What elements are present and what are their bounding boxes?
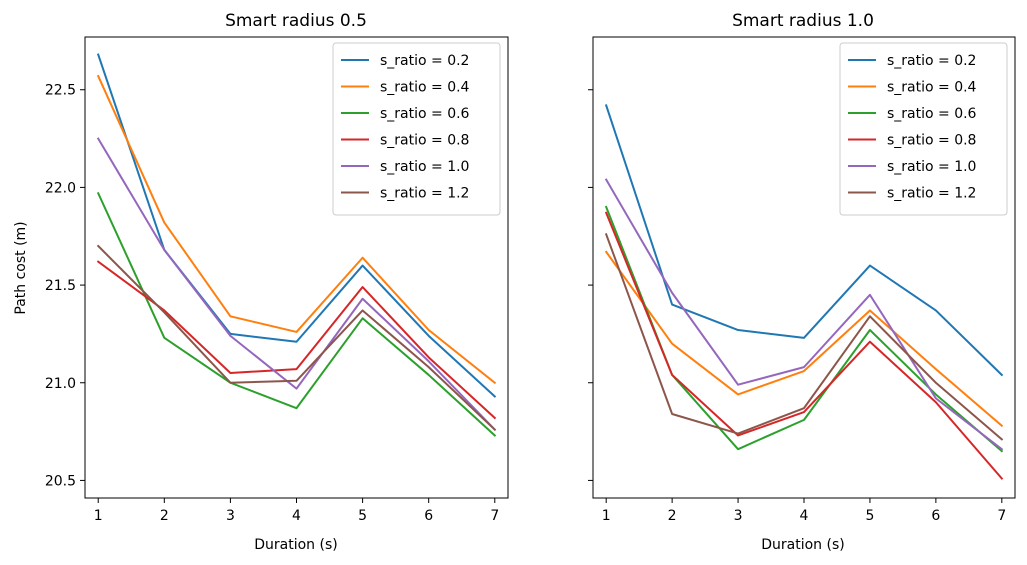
right-x-tick-label-1: 2	[668, 508, 677, 524]
left-legend-label-0: s_ratio = 0.2	[380, 53, 469, 69]
subplot-right: Smart radius 1.0 Duration (s) 1 2 3 4 5 6 7 s_r…	[588, 11, 1016, 553]
subplot-right-plot-area: 1 2 3 4 5 6 7 s_ratio = 0.2 s_ratio = 0.4 s_ratio…	[588, 36, 1016, 524]
right-x-tick-label-2: 3	[734, 508, 743, 524]
right-legend-label-4: s_ratio = 1.0	[887, 159, 976, 175]
right-x-tick-label-0: 1	[602, 508, 611, 524]
right-legend-box	[839, 42, 1008, 216]
left-y-tick-label-4: 22.5	[45, 83, 76, 99]
subplot-right-x-axis-label: Duration (s)	[761, 537, 844, 553]
left-series-line-4	[96, 137, 497, 432]
left-y-tick-label-3: 22.0	[45, 180, 76, 196]
left-series-line-3	[96, 260, 497, 420]
right-legend-label-0: s_ratio = 0.2	[887, 53, 976, 69]
left-x-tick-label-4: 5	[358, 508, 367, 524]
subplot-left-plot-area: 1 2 3 4 5 6 7 20.5 21.0 21.5 22.0 22.5 s_ratio = 0.2…	[45, 36, 509, 524]
left-y-tick-label-1: 21.0	[45, 376, 76, 392]
left-legend-label-5: s_ratio = 1.2	[380, 186, 469, 202]
left-series-line-5	[96, 244, 497, 432]
subplot-left: Smart radius 0.5 Duration (s) Path cost …	[13, 11, 509, 553]
right-x-tick-label-5: 6	[931, 508, 940, 524]
right-legend-label-2: s_ratio = 0.6	[887, 106, 977, 122]
subplot-left-title: Smart radius 0.5	[225, 11, 367, 31]
left-series-line-1	[96, 74, 497, 385]
subplot-left-y-axis-label: Path cost (m)	[13, 221, 29, 314]
right-legend-label-1: s_ratio = 0.4	[887, 80, 977, 96]
right-legend-label-5: s_ratio = 1.2	[887, 186, 976, 202]
left-legend-label-3: s_ratio = 0.8	[380, 133, 469, 149]
right-x-tick-label-4: 5	[865, 508, 874, 524]
right-legend-label-3: s_ratio = 0.8	[887, 133, 976, 149]
right-series-line-4	[604, 178, 1004, 451]
left-legend-label-1: s_ratio = 0.4	[380, 80, 470, 96]
left-x-tick-label-3: 4	[292, 508, 301, 524]
right-series-line-3	[604, 211, 1004, 480]
right-series-line-0	[604, 104, 1004, 377]
left-legend-label-2: s_ratio = 0.6	[380, 106, 470, 122]
left-x-tick-label-1: 2	[160, 508, 169, 524]
left-legend-label-4: s_ratio = 1.0	[380, 159, 469, 175]
left-y-tick-label-2: 21.5	[45, 278, 76, 294]
subplot-right-title: Smart radius 1.0	[732, 11, 874, 31]
left-legend-box	[332, 42, 501, 216]
subplot-left-x-axis-label: Duration (s)	[254, 537, 337, 553]
left-x-tick-label-5: 6	[424, 508, 433, 524]
left-x-tick-label-6: 7	[490, 508, 499, 524]
right-x-tick-label-6: 7	[997, 508, 1006, 524]
left-x-tick-label-0: 1	[94, 508, 103, 524]
right-series-line-5	[604, 233, 1004, 441]
left-series-line-2	[96, 191, 497, 437]
right-x-tick-label-3: 4	[800, 508, 809, 524]
right-series-line-1	[604, 250, 1004, 428]
left-x-tick-label-2: 3	[226, 508, 235, 524]
left-y-tick-label-0: 20.5	[45, 473, 76, 489]
